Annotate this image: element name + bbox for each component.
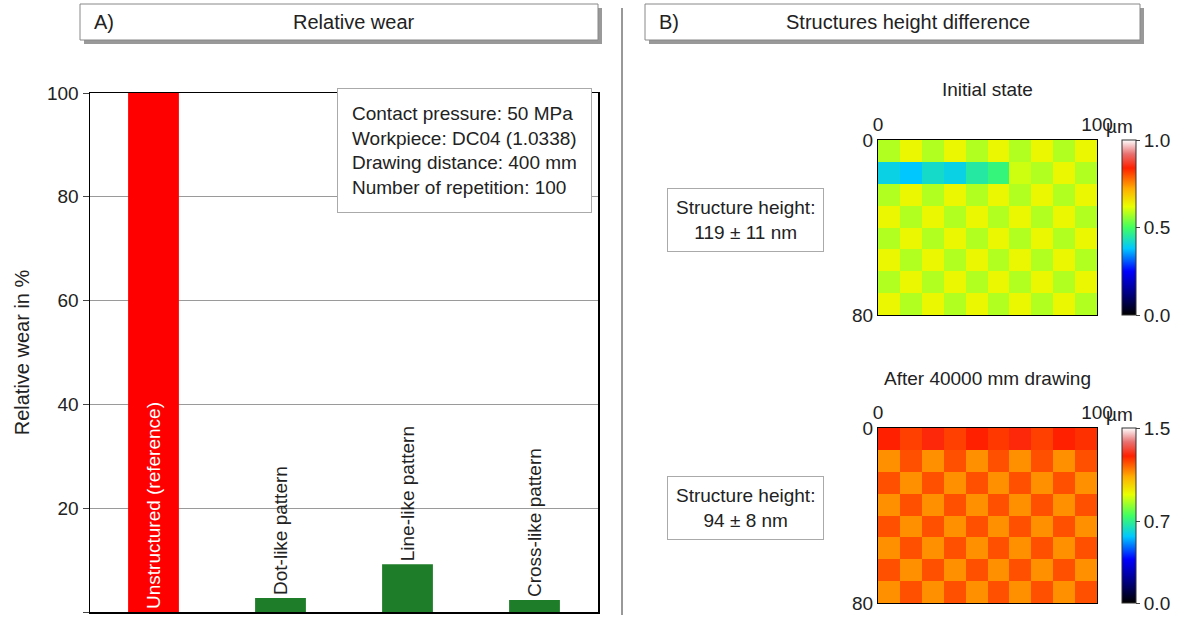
svg-text:0.7: 0.7 bbox=[1144, 511, 1170, 532]
svg-text:Dot-like pattern: Dot-like pattern bbox=[270, 466, 291, 595]
svg-text:Structure height:119 ± 11 nm: Structure height:119 ± 11 nm bbox=[676, 197, 815, 243]
svg-text:0: 0 bbox=[863, 130, 874, 151]
svg-text:After 40000 mm drawing: After 40000 mm drawing bbox=[884, 368, 1091, 389]
svg-text:Relative wear: Relative wear bbox=[293, 11, 415, 33]
svg-text:0.5: 0.5 bbox=[1144, 217, 1170, 238]
svg-text:µm: µm bbox=[1106, 116, 1133, 137]
svg-text:Contact pressure: 50 MPaWorkpi: Contact pressure: 50 MPaWorkpiece: DC04 … bbox=[352, 103, 577, 198]
svg-text:Line-like pattern: Line-like pattern bbox=[397, 426, 418, 561]
svg-text:1.5: 1.5 bbox=[1144, 418, 1170, 439]
svg-text:1.0: 1.0 bbox=[1144, 130, 1170, 151]
svg-text:100: 100 bbox=[1081, 114, 1113, 135]
svg-text:0.0: 0.0 bbox=[1144, 593, 1170, 614]
svg-text:40: 40 bbox=[58, 394, 79, 415]
svg-text:B): B) bbox=[659, 11, 679, 33]
svg-text:0: 0 bbox=[863, 418, 874, 439]
svg-text:Initial state: Initial state bbox=[942, 79, 1033, 100]
svg-text:Structure height:94 ± 8 nm: Structure height:94 ± 8 nm bbox=[676, 485, 815, 531]
svg-text:60: 60 bbox=[58, 290, 79, 311]
svg-text:80: 80 bbox=[852, 305, 873, 326]
svg-text:100: 100 bbox=[1081, 402, 1113, 423]
svg-text:Cross-like pattern: Cross-like pattern bbox=[524, 448, 545, 597]
svg-text:µm: µm bbox=[1106, 404, 1133, 425]
svg-text:0: 0 bbox=[873, 114, 884, 135]
svg-text:0.0: 0.0 bbox=[1144, 305, 1170, 326]
svg-text:Unstructured (reference): Unstructured (reference) bbox=[143, 402, 164, 609]
svg-text:80: 80 bbox=[58, 186, 79, 207]
svg-text:0: 0 bbox=[873, 402, 884, 423]
svg-text:20: 20 bbox=[58, 498, 79, 519]
svg-text:Relative wear in %: Relative wear in % bbox=[11, 269, 33, 435]
svg-text:A): A) bbox=[94, 11, 114, 33]
svg-text:80: 80 bbox=[852, 593, 873, 614]
svg-text:Structures height difference: Structures height difference bbox=[786, 11, 1030, 33]
svg-text:100: 100 bbox=[47, 83, 79, 104]
